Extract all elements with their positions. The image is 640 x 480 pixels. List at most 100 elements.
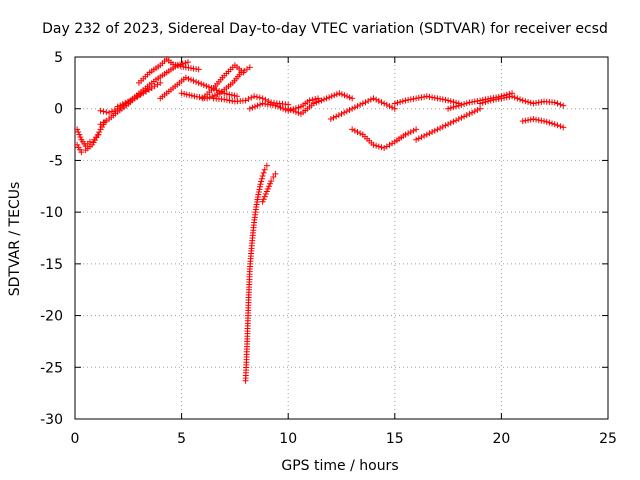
data-point-fill (357, 101, 364, 108)
data-point (259, 172, 266, 179)
data-point (263, 162, 270, 169)
data-point-fill (453, 103, 460, 110)
y-tick-label: -5 (49, 153, 63, 169)
data-point-fill (257, 101, 264, 108)
data-point-fill (442, 96, 449, 103)
data-point-fill (389, 140, 396, 147)
data-point (240, 69, 247, 76)
data-point-fill (378, 99, 385, 106)
data-point-fill (461, 113, 468, 120)
data-point-fill (469, 109, 476, 116)
series-arc-06 (135, 56, 202, 86)
data-point-fill (533, 116, 540, 123)
data-point-fill (256, 94, 263, 101)
y-tick-label: -20 (40, 309, 63, 325)
data-point-fill (557, 123, 564, 130)
data-point-fill (394, 99, 401, 106)
data-point (530, 116, 537, 123)
data-point-fill (229, 97, 236, 104)
data-point-fill (447, 104, 454, 111)
data-point-fill (264, 185, 271, 192)
series-arc-02 (74, 119, 108, 156)
data-point-fill (333, 91, 340, 98)
data-point-fill (258, 175, 265, 182)
y-tick-label: -30 (40, 412, 63, 428)
data-point-fill (405, 130, 412, 137)
data-point-fill (410, 95, 417, 102)
data-point-fill (514, 95, 521, 102)
data-point-fill (267, 180, 274, 187)
data-point-fill (533, 100, 540, 107)
data-point-fill (471, 108, 478, 115)
data-point (285, 105, 292, 112)
data-point-fill (418, 94, 425, 101)
data-point-fill (248, 94, 255, 101)
data-point-fill (122, 99, 129, 106)
data-point-fill (333, 113, 340, 120)
y-tick-label: -25 (40, 360, 63, 376)
data-point-fill (328, 93, 335, 100)
data-point-fill (313, 99, 320, 106)
grid-lines (75, 57, 608, 419)
data-point-fill (265, 98, 272, 105)
data-point-fill (351, 104, 358, 111)
data-point (455, 102, 462, 109)
data-point-fill (447, 119, 454, 126)
data-point-fill (206, 94, 213, 101)
data-point-fill (256, 186, 263, 193)
data-point-fill (458, 101, 465, 108)
data-point (413, 95, 420, 102)
data-point-fill (389, 104, 396, 111)
data-point (349, 105, 356, 112)
data-point-fill (407, 128, 414, 135)
data-point-fill (200, 81, 207, 88)
data-point-fill (258, 178, 265, 185)
data-point-fill (254, 102, 261, 109)
data-point-fill (426, 93, 433, 100)
data-point-fill (482, 98, 489, 105)
x-tick-label: 5 (177, 431, 186, 447)
data-point (402, 131, 409, 138)
data-point (182, 74, 189, 81)
data-point (434, 126, 441, 133)
data-point (487, 97, 494, 104)
data-point (242, 97, 249, 104)
data-point (310, 100, 317, 107)
data-point-fill (407, 96, 414, 103)
data-point-fill (318, 97, 325, 104)
data-point-fill (463, 112, 470, 119)
data-point (560, 124, 567, 131)
data-point-fill (429, 94, 436, 101)
data-point-fill (315, 98, 322, 105)
data-points (74, 56, 567, 384)
data-point (251, 93, 258, 100)
data-point-fill (469, 98, 476, 105)
data-point-fill (188, 92, 195, 99)
data-point-fill (437, 95, 444, 102)
data-point (327, 116, 334, 123)
data-point-fill (431, 127, 438, 134)
data-point-fill (397, 98, 404, 105)
data-point-fill (546, 119, 553, 126)
data-point-fill (341, 109, 348, 116)
data-point (423, 131, 430, 138)
series-arc-16 (413, 105, 484, 143)
data-point-fill (458, 114, 465, 121)
data-point-fill (399, 98, 406, 105)
data-point-fill (282, 106, 289, 113)
data-point-fill (493, 96, 500, 103)
data-point (402, 97, 409, 104)
data-point-fill (119, 101, 126, 108)
data-point-fill (549, 120, 556, 127)
data-point-fill (338, 91, 345, 98)
data-point-fill (485, 98, 492, 105)
data-point (106, 109, 113, 116)
data-point-fill (463, 100, 470, 107)
data-point (78, 149, 85, 156)
data-point-fill (471, 98, 478, 105)
data-point-fill (450, 104, 457, 111)
y-tick-labels: 5 0 -5 -10 -15 -20 -25 -30 (40, 50, 63, 428)
data-point-fill (262, 191, 269, 198)
series-arc-11 (246, 95, 322, 114)
data-point-fill (335, 112, 342, 119)
